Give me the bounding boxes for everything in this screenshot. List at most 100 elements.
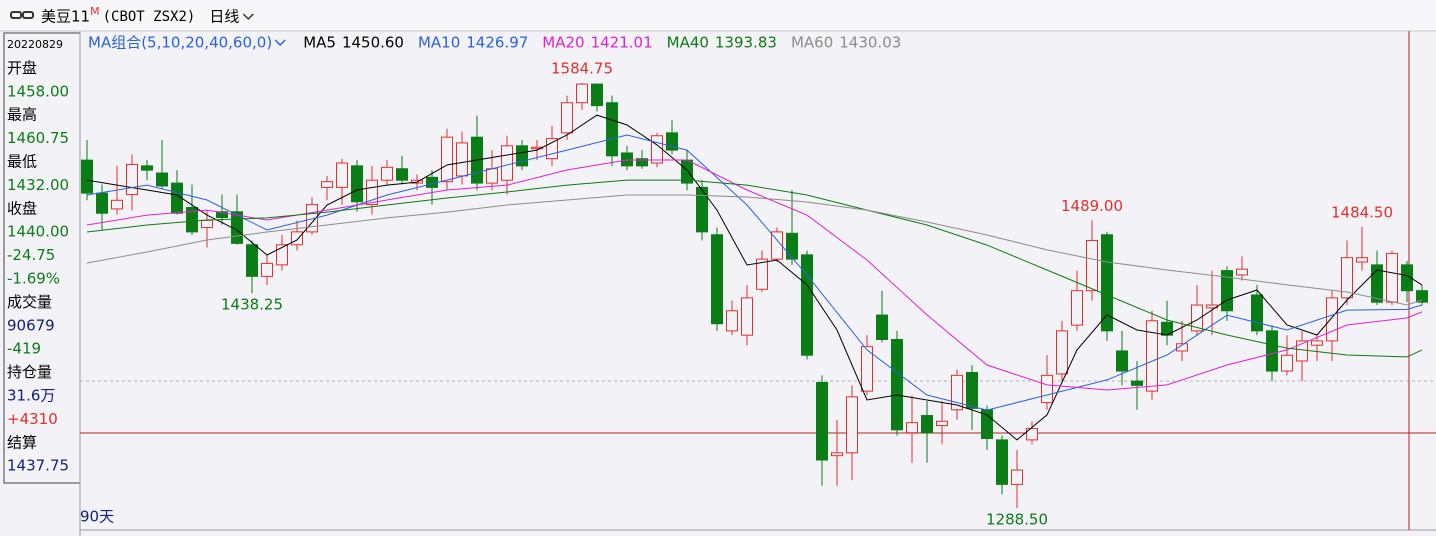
ma-line xyxy=(86,134,1423,411)
candle-body xyxy=(801,254,813,356)
candle-body xyxy=(666,132,678,151)
info-line: 最高 xyxy=(7,106,37,124)
candle-body xyxy=(816,382,828,461)
info-line: 1432.00 xyxy=(7,176,69,194)
candle-body xyxy=(501,145,513,181)
legend-name: MA40 xyxy=(667,34,709,52)
info-line: 20220829 xyxy=(7,38,63,51)
candle-body xyxy=(1191,304,1203,332)
candle-body xyxy=(111,199,123,210)
info-line: 1437.75 xyxy=(7,457,69,475)
candle-body xyxy=(336,162,348,188)
candle-body xyxy=(861,346,873,392)
symbol-code[interactable]: (CBOT ZSX2) xyxy=(103,9,196,25)
candle-body xyxy=(201,219,213,229)
candle-body xyxy=(651,135,663,164)
period[interactable]: 日线 xyxy=(209,8,239,26)
candle-body xyxy=(1101,234,1113,332)
candle-body xyxy=(1356,257,1368,263)
candle-body xyxy=(636,158,648,167)
candle-body xyxy=(456,142,468,177)
info-line: 收盘 xyxy=(7,199,37,217)
candle-body xyxy=(1131,380,1143,386)
symbol-mark: M xyxy=(90,5,100,18)
info-line: 持仓量 xyxy=(7,363,52,381)
candle-body xyxy=(1011,469,1023,485)
legend-name: MA60 xyxy=(791,34,833,52)
candle-body xyxy=(1086,239,1098,292)
legend-value: 1450.60 xyxy=(342,34,404,52)
candle-body xyxy=(921,415,933,434)
candle-body xyxy=(141,165,153,171)
info-line: 31.6万 xyxy=(7,387,55,405)
candle-body xyxy=(1401,264,1413,292)
legend-value: 1421.01 xyxy=(591,34,653,52)
high-label: 1489.00 xyxy=(1061,197,1123,215)
candle-body xyxy=(516,145,528,167)
candle-body xyxy=(1416,290,1428,303)
info-line: 开盘 xyxy=(7,59,37,77)
ma-line xyxy=(86,114,1423,441)
candle-body xyxy=(1326,297,1338,342)
candle-body xyxy=(1251,294,1263,332)
candle-body xyxy=(1116,350,1128,372)
candle-body xyxy=(321,181,333,188)
ma-chevron[interactable] xyxy=(274,39,286,47)
candle-body xyxy=(591,83,603,107)
range-label: 90天 xyxy=(80,508,114,526)
candle-body xyxy=(786,232,798,260)
candle-body xyxy=(81,159,93,194)
candle-body xyxy=(381,166,393,181)
candle-body xyxy=(96,192,108,214)
legend-name: MA5 xyxy=(303,34,336,52)
candle-body xyxy=(876,314,888,340)
legend-value: 1393.83 xyxy=(715,34,777,52)
menu-icon[interactable] xyxy=(10,11,34,19)
candle-body xyxy=(126,163,138,196)
candle-body xyxy=(366,179,378,206)
top-bar xyxy=(0,0,1436,31)
ma-line xyxy=(86,194,1423,306)
candle-body xyxy=(1311,340,1323,346)
candle-body xyxy=(951,374,963,411)
candle-body xyxy=(306,204,318,233)
candle-body xyxy=(1221,270,1233,312)
candle-body xyxy=(891,338,903,431)
candle-body xyxy=(1281,354,1293,372)
info-line: -1.69% xyxy=(7,270,60,288)
candle-body xyxy=(156,172,168,187)
candle-body xyxy=(831,452,843,457)
candle-body xyxy=(726,310,738,332)
candle-body xyxy=(621,152,633,167)
info-line: 成交量 xyxy=(7,293,52,311)
candle-body xyxy=(966,371,978,409)
candle-body xyxy=(351,165,363,203)
candle-body xyxy=(261,262,273,277)
info-line: 1460.75 xyxy=(7,129,69,147)
candle-body xyxy=(1236,268,1248,276)
candle-body xyxy=(276,244,288,266)
candle-body xyxy=(1371,264,1383,303)
ma-title[interactable]: MA组合(5,10,20,40,60,0) xyxy=(88,34,272,52)
candle-body xyxy=(696,186,708,233)
info-line: 90679 xyxy=(7,316,55,334)
candle-body xyxy=(771,231,783,260)
period-chevron[interactable] xyxy=(242,13,254,21)
high-label: 1584.75 xyxy=(551,60,613,78)
candle-body xyxy=(906,422,918,434)
candle-body xyxy=(186,206,198,233)
candle-body xyxy=(1176,343,1188,352)
ma-line xyxy=(86,159,1423,391)
info-line: +4310 xyxy=(7,410,58,428)
info-line: 1458.00 xyxy=(7,82,69,100)
candle-body xyxy=(711,234,723,325)
candle-body xyxy=(396,168,408,181)
info-line: 结算 xyxy=(7,433,37,451)
info-line: 最低 xyxy=(7,153,37,171)
legend-value: 1430.03 xyxy=(839,34,901,52)
candle-body xyxy=(291,231,303,246)
candle-body xyxy=(216,211,228,219)
info-line: -24.75 xyxy=(7,246,55,264)
